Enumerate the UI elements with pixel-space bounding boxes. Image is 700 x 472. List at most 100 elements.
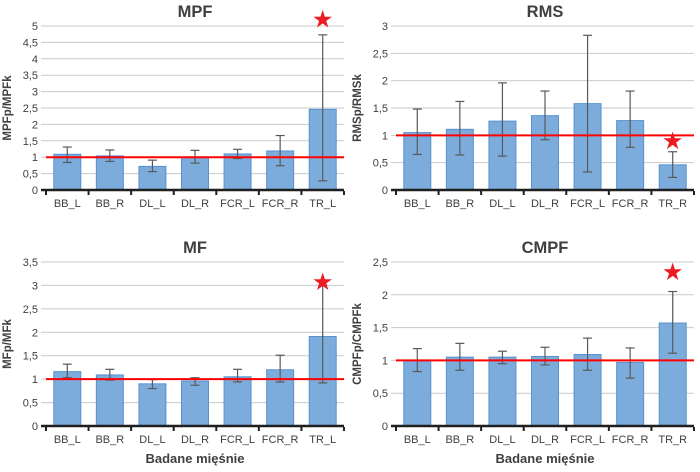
significance-star-icon: ★: [313, 8, 332, 31]
x-category-label: DL_L: [489, 434, 515, 446]
error-bar-BB_L: [62, 146, 72, 164]
y-tick-label: 2: [32, 119, 38, 131]
x-category-label: FCR_R: [612, 434, 649, 446]
x-category-label: BB_R: [445, 198, 474, 210]
x-category-label: TR_R: [658, 434, 687, 446]
x-category-label: BB_L: [54, 198, 81, 210]
error-bar-FCR_R: [625, 90, 635, 148]
x-category-label: FCR_L: [570, 434, 605, 446]
x-category-label: DL_R: [531, 434, 559, 446]
x-category-label: FCR_R: [262, 434, 299, 446]
error-bar-TR_R: [668, 151, 678, 179]
y-tick-label: 4: [32, 54, 38, 66]
y-tick-label: 3,5: [23, 257, 38, 269]
error-bar-FCR_R: [275, 354, 285, 383]
y-tick-label: 2,5: [373, 48, 388, 60]
x-category-label: FCR_L: [220, 198, 255, 210]
x-category-label: BB_R: [95, 198, 124, 210]
y-tick-label: 1: [32, 374, 38, 386]
x-category-label: FCR_R: [262, 198, 299, 210]
y-tick-label: 0,5: [373, 388, 388, 400]
cmpf-chart-svg: 0 0,5 1 1,5 2 2,5 BB_L BB_R DL_L DL_R FCR_L FCR_R TR…: [352, 239, 695, 466]
error-bar-BB_L: [412, 108, 422, 156]
x-axis-label: Badane mięśnie: [496, 451, 595, 466]
chart-title: CMPF: [522, 239, 569, 257]
chart-rms: 0 0,5 1 1,5 2 2,5 3 BB_L BB_R DL_L DL_R FCR_L FCR_R T…: [350, 0, 700, 236]
error-bar-BB_R: [105, 149, 115, 163]
x-category-label: FCR_L: [570, 198, 605, 210]
y-tick-label: 1: [382, 130, 388, 142]
x-category-label: DL_R: [181, 434, 209, 446]
error-bar-BB_L: [62, 363, 72, 379]
bar-DL_L: [488, 356, 517, 427]
bar-DL_R: [531, 355, 559, 427]
bar-BB_R: [95, 374, 124, 427]
error-bar-DL_R: [540, 90, 550, 141]
y-tick-label: 1: [32, 152, 38, 164]
significance-star-icon: ★: [663, 261, 682, 284]
y-tick-label: 2: [382, 290, 388, 302]
y-axis-label: MFp/MFk: [2, 318, 14, 368]
x-axis-label: Badane mięśnie: [146, 451, 245, 466]
error-bar-TR_R: [668, 290, 678, 354]
significance-star-icon: ★: [663, 130, 682, 153]
bar-FCR_L: [223, 153, 252, 191]
bar-DL_L: [138, 383, 167, 427]
y-axis-label: RMSp/RMSk: [352, 74, 364, 142]
y-tick-label: 0: [32, 421, 38, 433]
x-category-label: TR_L: [309, 434, 336, 446]
error-bar-TR_L: [318, 284, 328, 384]
x-category-label: DL_L: [139, 434, 165, 446]
chart-title: RMS: [527, 3, 564, 21]
error-bar-FCR_L: [583, 337, 593, 371]
y-tick-label: 1,5: [23, 136, 38, 148]
x-category-label: BB_R: [95, 434, 124, 446]
y-tick-label: 2,5: [23, 103, 38, 115]
x-category-label: BB_L: [404, 198, 431, 210]
x-category-label: BB_R: [445, 434, 474, 446]
x-category-label: TR_L: [309, 198, 336, 210]
x-category-label: FCR_R: [612, 198, 649, 210]
y-tick-label: 1,5: [373, 103, 388, 115]
bar-FCR_L: [223, 376, 252, 427]
x-category-label: DL_L: [489, 198, 515, 210]
chart-title: MF: [183, 239, 207, 257]
chart-cmpf: 0 0,5 1 1,5 2 2,5 BB_L BB_R DL_L DL_R FCR_L FCR_R TR…: [350, 236, 700, 472]
x-category-label: DL_R: [531, 198, 559, 210]
y-tick-label: 3: [32, 280, 38, 292]
significance-star-icon: ★: [313, 271, 332, 294]
bar-FCR_R: [616, 361, 645, 427]
error-bar-FCR_R: [625, 347, 635, 379]
y-tick-label: 0: [382, 185, 388, 197]
y-tick-label: 1,5: [373, 323, 388, 335]
error-bar-BB_R: [455, 100, 465, 156]
y-tick-label: 2,5: [373, 257, 388, 269]
rms-chart-svg: 0 0,5 1 1,5 2 2,5 3 BB_L BB_R DL_L DL_R FCR_L FCR_R T…: [352, 3, 695, 210]
y-tick-label: 2: [32, 327, 38, 339]
chart-title: MPF: [178, 3, 213, 21]
y-tick-label: 2: [382, 76, 388, 88]
bar-BB_L: [53, 371, 82, 427]
y-tick-label: 3,5: [23, 70, 38, 82]
y-tick-label: 0,5: [373, 158, 388, 170]
y-tick-label: 0: [382, 421, 388, 433]
bar-DL_R: [181, 380, 209, 427]
x-category-label: DL_R: [181, 198, 209, 210]
error-bar-DL_L: [147, 159, 157, 173]
error-bar-FCR_R: [275, 134, 285, 167]
mpf-chart-svg: 0 0,5 1 1,5 2 2,5 3 3,5 4 4,5 5 BB_L BB_R DL_L DL_R FCR…: [2, 3, 345, 210]
y-axis-label: CMPFp/CMPFk: [352, 303, 364, 385]
y-tick-label: 3: [382, 21, 388, 33]
y-tick-label: 3: [32, 87, 38, 99]
y-tick-label: 0,5: [23, 398, 38, 410]
y-tick-label: 1: [382, 355, 388, 367]
chart-mpf: 0 0,5 1 1,5 2 2,5 3 3,5 4 4,5 5 BB_L BB_R DL_L DL_R FCR…: [0, 0, 350, 236]
x-category-label: TR_R: [658, 198, 687, 210]
y-axis-label: MPFp/MPFk: [2, 75, 14, 141]
error-bar-BB_R: [455, 342, 465, 371]
y-tick-label: 0,5: [23, 169, 38, 181]
x-category-label: BB_L: [404, 434, 431, 446]
y-tick-label: 0: [32, 185, 38, 197]
y-tick-label: 2,5: [23, 304, 38, 316]
